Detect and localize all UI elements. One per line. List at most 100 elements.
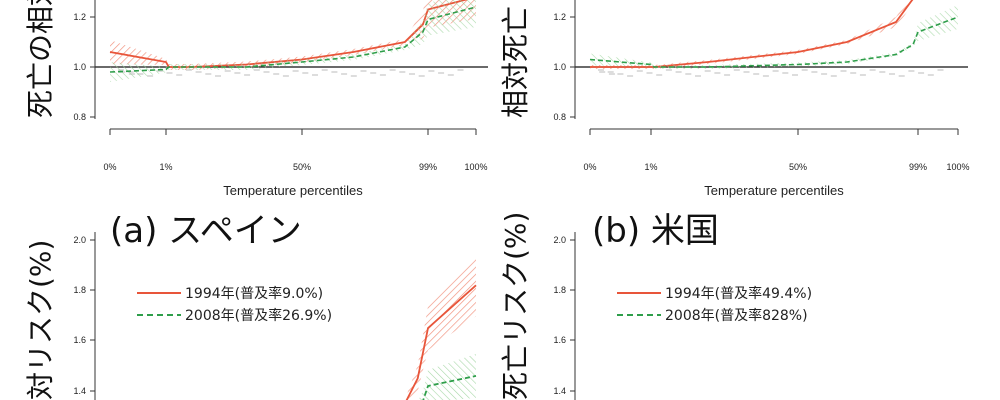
background-noise-mark bbox=[685, 73, 692, 75]
background-noise-mark bbox=[908, 70, 915, 72]
confidence-band-red bbox=[590, 0, 916, 69]
background-noise-mark bbox=[457, 69, 464, 71]
panel-spain bbox=[90, 0, 488, 135]
confidence-band-green bbox=[418, 353, 476, 400]
background-noise-mark bbox=[438, 72, 445, 74]
background-noise-mark bbox=[869, 69, 876, 71]
background-noise-mark bbox=[599, 71, 606, 73]
confidence-band-green bbox=[110, 0, 476, 82]
background-noise-mark bbox=[418, 75, 425, 77]
background-noise-mark bbox=[889, 73, 895, 75]
x-tick-label: 1% bbox=[159, 162, 172, 172]
background-noise-mark bbox=[607, 71, 614, 73]
y-tick-label: 2.0 bbox=[553, 235, 566, 245]
background-noise-mark bbox=[830, 75, 837, 77]
x-tick-label: 100% bbox=[946, 162, 969, 172]
background-noise-mark bbox=[379, 74, 386, 76]
background-noise-mark bbox=[859, 74, 866, 76]
background-noise-mark bbox=[176, 74, 183, 76]
series-line-green bbox=[589, 16, 959, 68]
background-noise-mark bbox=[753, 73, 760, 75]
background-noise-mark bbox=[772, 70, 779, 72]
y-tick-label: 1.6 bbox=[553, 335, 566, 345]
y-tick-label: 0.8 bbox=[553, 112, 566, 122]
background-noise-mark bbox=[704, 70, 711, 72]
background-noise-mark bbox=[743, 71, 750, 73]
background-noise-mark bbox=[195, 71, 202, 73]
background-noise-mark bbox=[360, 70, 367, 72]
x-tick-label: 1% bbox=[644, 162, 657, 172]
background-noise-mark bbox=[792, 74, 798, 76]
series-line-green bbox=[109, 6, 477, 73]
background-noise-mark bbox=[331, 71, 338, 73]
background-noise-mark bbox=[695, 75, 701, 77]
background-noise-mark bbox=[399, 71, 406, 73]
y-axis-label: 死亡リスク(%) bbox=[499, 212, 532, 400]
background-noise-mark bbox=[675, 71, 682, 73]
background-noise-mark bbox=[341, 73, 348, 75]
panel-title: (a) スペイン bbox=[110, 211, 302, 251]
background-noise-mark bbox=[714, 72, 721, 74]
y-tick-label: 1.2 bbox=[73, 12, 86, 22]
background-noise-mark bbox=[205, 73, 212, 75]
background-noise-mark bbox=[273, 73, 280, 75]
chart-panels: 0.8 1.0 1.2 0% 1% 50% 99% 100% Temperature perce… bbox=[24, 0, 970, 400]
background-noise-mark bbox=[292, 70, 299, 72]
background-noise-mark bbox=[312, 74, 318, 76]
x-tick-label: 50% bbox=[293, 162, 311, 172]
legend-label: 1994年(普及率49.4%) bbox=[665, 285, 812, 302]
y-tick-label: 1.8 bbox=[73, 285, 86, 295]
background-noise-mark bbox=[627, 75, 634, 77]
background-noise-mark bbox=[840, 70, 847, 72]
legend-label: 2008年(普及率26.9%) bbox=[185, 307, 332, 324]
confidence-band-red bbox=[404, 254, 476, 400]
background-noise-mark bbox=[166, 72, 173, 74]
background-noise-mark bbox=[656, 74, 663, 76]
background-noise-mark bbox=[409, 73, 415, 75]
background-noise-mark bbox=[879, 71, 886, 73]
panel-usa bbox=[570, 0, 968, 135]
background-noise-mark bbox=[244, 74, 251, 76]
background-noise-mark bbox=[224, 70, 231, 72]
background-noise-mark bbox=[234, 72, 241, 74]
series-line-green bbox=[422, 375, 477, 400]
background-noise-mark bbox=[918, 72, 925, 74]
background-noise-mark bbox=[724, 74, 731, 76]
background-noise-mark bbox=[447, 74, 454, 76]
y-tick-label: 2.0 bbox=[73, 235, 86, 245]
background-noise-mark bbox=[617, 73, 624, 75]
background-noise-mark bbox=[428, 70, 435, 72]
background-noise-mark bbox=[282, 75, 289, 77]
background-noise-mark bbox=[646, 72, 653, 74]
x-tick-label: 99% bbox=[909, 162, 927, 172]
legend-label: 1994年(普及率9.0%) bbox=[185, 285, 323, 302]
background-noise-mark bbox=[850, 72, 857, 74]
x-tick-label: 50% bbox=[789, 162, 807, 172]
background-noise-mark bbox=[811, 71, 818, 73]
panel-bottom-spain bbox=[90, 232, 477, 400]
background-noise-mark bbox=[321, 69, 328, 71]
background-noise-mark bbox=[598, 69, 604, 71]
background-noise-mark bbox=[350, 75, 357, 77]
background-noise-mark bbox=[733, 69, 740, 71]
background-noise-mark bbox=[370, 72, 377, 74]
panel-bottom-usa bbox=[570, 232, 661, 400]
y-tick-label: 1.8 bbox=[553, 285, 566, 295]
background-noise-mark bbox=[927, 74, 934, 76]
legend-label: 2008年(普及率828%) bbox=[665, 307, 808, 324]
y-axis-label: 相対死亡リスク bbox=[499, 0, 532, 118]
background-noise-mark bbox=[263, 71, 270, 73]
series-line-red bbox=[405, 284, 477, 400]
x-tick-label: 99% bbox=[419, 162, 437, 172]
background-noise-mark bbox=[762, 75, 769, 77]
background-noise-mark bbox=[782, 72, 789, 74]
background-noise-mark bbox=[821, 73, 828, 75]
series-line-red bbox=[590, 0, 914, 68]
background-noise-mark bbox=[937, 69, 944, 71]
background-noise-mark bbox=[636, 70, 643, 72]
background-noise-mark bbox=[389, 69, 396, 71]
x-axis-label: Temperature percentiles bbox=[223, 183, 363, 198]
y-tick-label: 1.0 bbox=[73, 62, 86, 72]
y-tick-label: 1.4 bbox=[73, 386, 86, 396]
